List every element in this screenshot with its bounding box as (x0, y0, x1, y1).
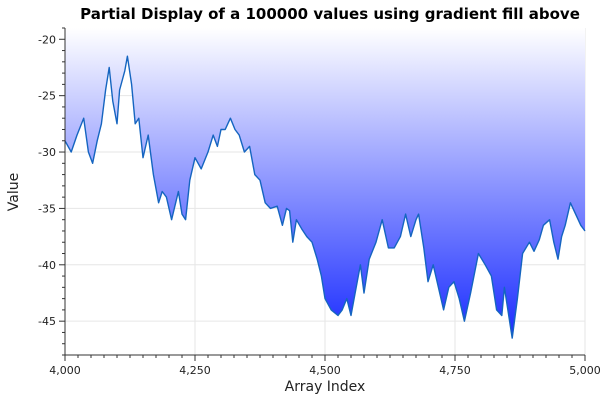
series-line (64, 55, 586, 339)
y-tick-label: -45 (38, 315, 56, 328)
y-axis-label: Value (6, 173, 22, 211)
y-tick-label: -20 (38, 33, 56, 46)
x-tick-label: 5,000 (569, 364, 600, 377)
y-tick-label: -35 (38, 202, 56, 215)
y-tick-label: -40 (38, 259, 56, 272)
series-line-layer (64, 55, 586, 339)
axes: 4,000 4,250 4,500 4,750 5,000 -20 -25 -30 -35 -40… (38, 27, 600, 377)
x-axis-label: Array Index (285, 379, 366, 395)
chart-title: Partial Display of a 100000 values using… (80, 5, 580, 23)
x-tick-label: 4,500 (309, 364, 341, 377)
x-tick-label: 4,250 (179, 364, 211, 377)
gradient-fill-area (65, 28, 585, 339)
x-tick-label: 4,000 (49, 364, 81, 377)
y-tick-label: -30 (38, 146, 56, 159)
x-tick-label: 4,750 (439, 364, 471, 377)
y-tick-label: -25 (38, 90, 56, 103)
fill-area-layer (65, 28, 585, 339)
